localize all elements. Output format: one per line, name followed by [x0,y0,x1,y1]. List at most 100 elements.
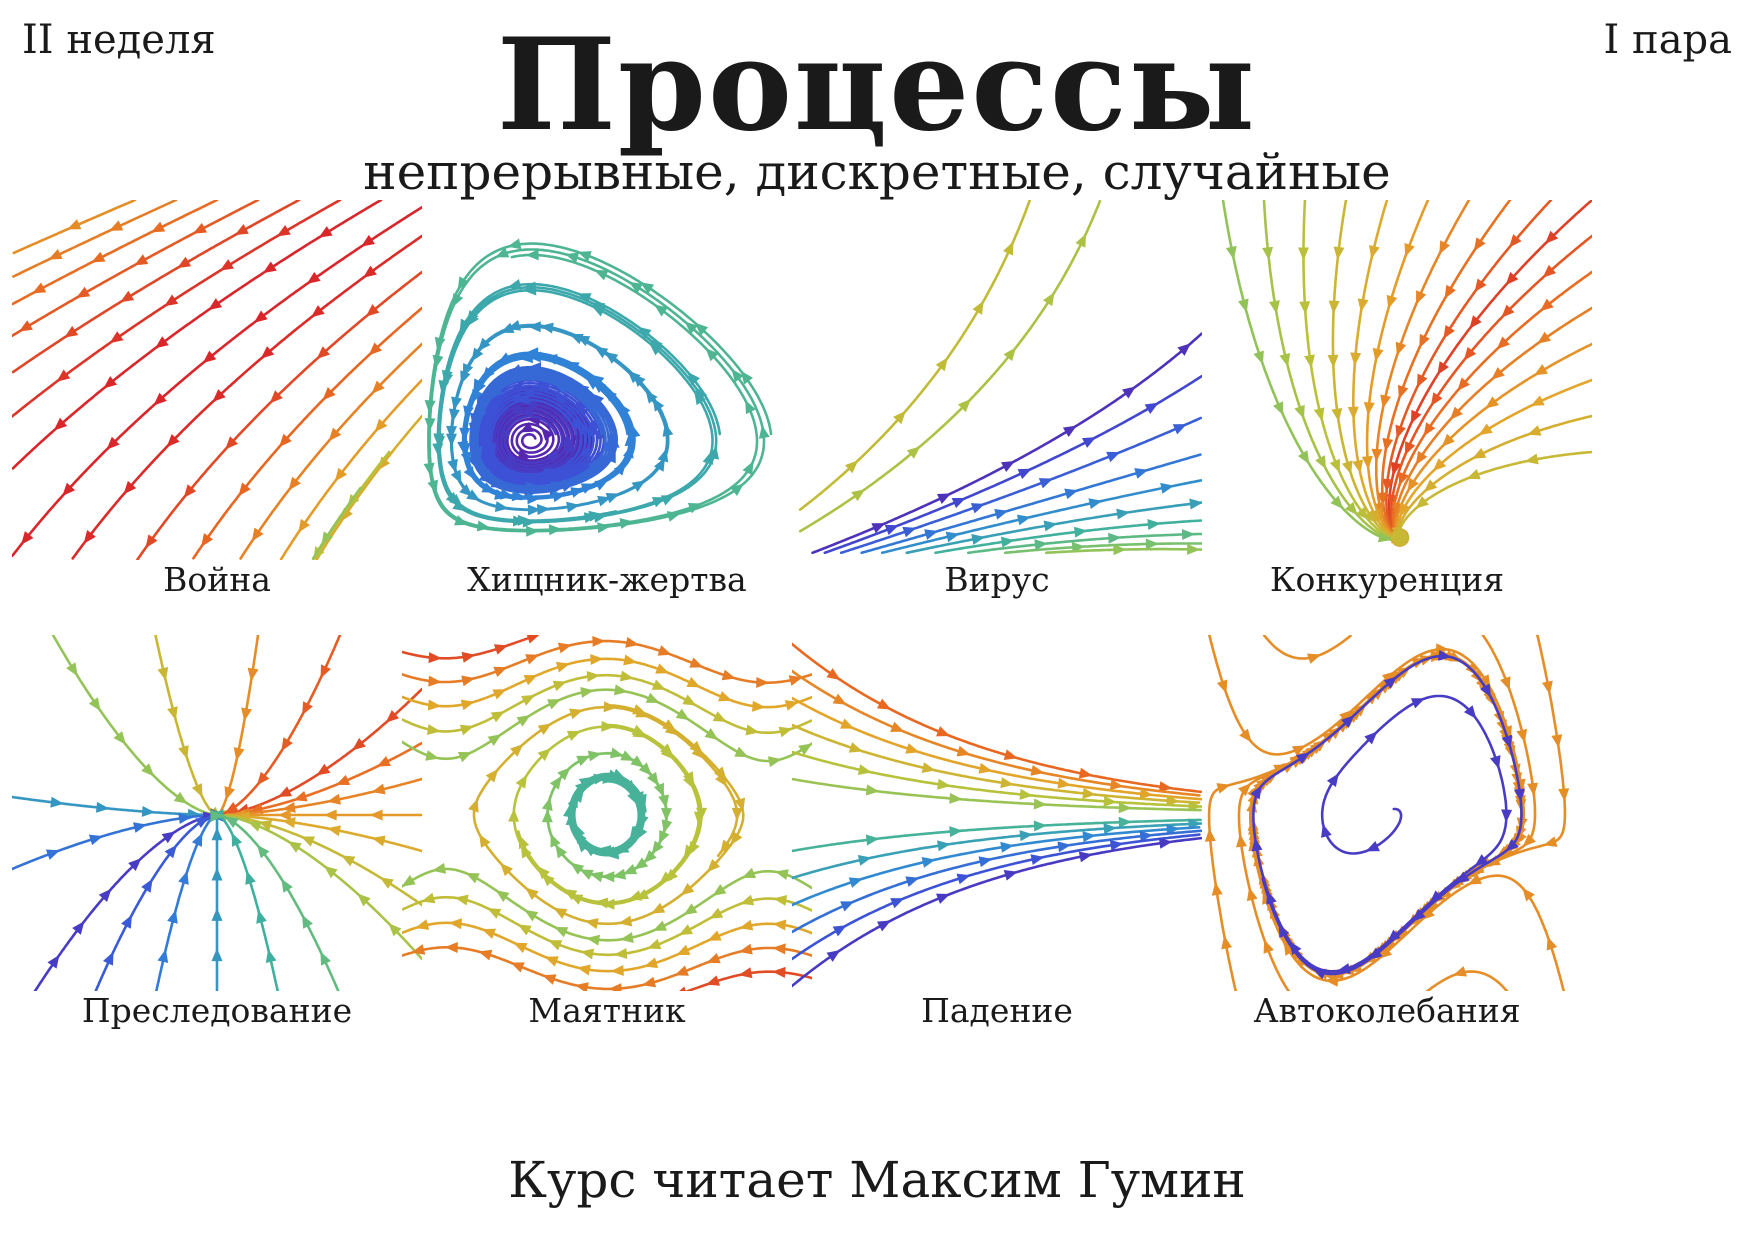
fall-flow-field [792,635,1202,1035]
flow-arrow [756,677,769,688]
flow-arrow [428,676,441,687]
flow-arrow [1474,279,1486,293]
flow-arrow [307,272,321,284]
flow-arrow [370,810,383,821]
flow-arrow [569,709,583,720]
flow-arrow [712,884,726,896]
flow-arrow [425,418,436,431]
flow-arrow [1362,456,1373,469]
streamline [281,380,422,559]
flow-arrow [212,908,223,921]
flow-arrow [718,691,732,701]
flow-arrow [526,635,540,643]
flow-arrow [208,298,222,310]
flow-arrow [623,655,637,666]
flow-arrow [849,877,863,887]
caption-self-oscillation: Автоколебания [1182,991,1592,1031]
flow-arrow [294,791,308,801]
flow-arrow [1004,870,1018,881]
flow-arrow [461,676,475,687]
flow-arrow [324,810,337,821]
flow-arrow [1490,755,1501,769]
streamline [33,815,219,995]
flow-arrow [1431,392,1443,406]
flow-arrow [1044,521,1058,532]
flow-arrow [1216,783,1230,794]
flow-arrow [922,857,936,868]
flow-arrow [459,428,470,441]
flow-arrow [652,497,666,507]
flow-arrow [1134,468,1148,479]
flow-arrow [234,747,245,761]
flow-arrow [1474,237,1486,251]
flow-arrow [64,326,78,338]
flow-arrow [1551,734,1562,748]
flow-arrow [248,821,262,831]
streamline [1264,635,1351,659]
virus-flow-field [792,200,1202,600]
flow-arrow [46,850,60,860]
caption-pursuit: Преследование [12,991,422,1031]
flow-arrow [707,953,721,963]
flow-arrow [89,697,101,711]
flow-arrow [1264,940,1274,954]
flow-arrow [1043,292,1055,306]
flow-arrow [703,451,714,465]
flow-arrow [1298,247,1309,260]
flow-arrow [212,868,223,881]
flow-arrow [1467,469,1481,479]
flow-arrow [936,357,948,371]
flow-arrow [421,893,435,904]
flow-arrow [1159,838,1173,849]
flow-arrow [482,929,496,939]
flow-arrow [759,425,770,439]
flow-arrow [47,955,59,969]
streamline [156,635,218,815]
flow-arrow [212,948,223,961]
flow-arrow [446,434,457,447]
flow-arrow [1294,405,1304,419]
flow-arrow [644,958,658,969]
flow-arrow [1424,422,1436,436]
caption-fall: Падение [792,991,1202,1031]
flow-arrow [1122,387,1136,399]
flow-arrow [327,825,341,836]
page-subtitle: непрерывные, дискретные, случайные [0,140,1754,204]
flow-arrow [462,652,476,663]
flow-arrow [1074,527,1088,538]
flow-arrow [278,810,291,821]
flow-arrow [971,503,985,513]
flow-arrow [415,919,429,930]
flow-arrow [488,734,502,746]
flow-arrow [445,942,458,953]
flow-arrow [971,534,985,545]
panel-pursuit: Преследование [12,635,422,1035]
flow-arrow [455,895,469,906]
flow-arrow [585,918,599,929]
flow-arrow [676,709,690,721]
flow-arrow [890,722,904,732]
flow-arrow [57,370,71,382]
streamline [241,344,422,559]
flow-arrow [542,809,553,822]
flow-arrow [1501,809,1512,822]
flow-arrow [298,519,310,533]
flow-arrow [658,645,672,655]
flow-arrow [526,249,539,260]
streamline [12,815,218,870]
page-title: Процессы [0,10,1754,160]
streamline [1209,635,1523,974]
flow-arrow [449,918,462,929]
streamline [800,201,1100,531]
flow-arrow [652,841,664,855]
flow-arrow [611,965,624,976]
predator-prey-flow-field [402,200,812,600]
flow-arrow [689,657,703,667]
flow-arrow [628,890,642,900]
streamline [841,418,1200,553]
flow-arrow [178,871,188,885]
flow-arrow [949,826,962,837]
flow-arrow [586,935,600,946]
flow-arrow [66,662,78,676]
